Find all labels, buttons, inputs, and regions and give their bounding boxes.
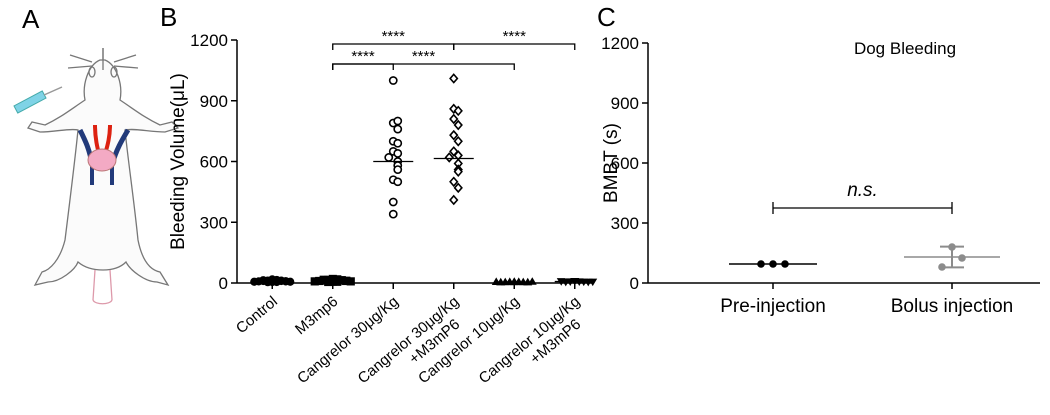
x-tick-label: Bolus injection xyxy=(891,296,1014,317)
y-tick-label: 0 xyxy=(219,274,228,293)
panel-label: A xyxy=(22,4,40,34)
heart-vessels xyxy=(77,124,131,185)
data-point xyxy=(453,135,463,147)
mouse-illustration xyxy=(26,48,180,305)
y-tick-label: 900 xyxy=(200,92,228,111)
data-point xyxy=(781,260,789,268)
data-point xyxy=(388,209,398,219)
panel-label: B xyxy=(160,2,177,32)
y-tick-label: 1200 xyxy=(601,34,639,53)
y-tick-label: 300 xyxy=(200,213,228,232)
y-axis-label: Bleeding Volume(μL) xyxy=(168,73,189,250)
chart-title: Dog Bleeding xyxy=(854,39,956,58)
y-tick-label: 1200 xyxy=(190,31,228,50)
data-point xyxy=(757,260,765,268)
significance-bracket xyxy=(772,202,953,214)
y-tick-label: 600 xyxy=(200,153,228,172)
data-point xyxy=(449,73,459,84)
data-point xyxy=(393,148,403,158)
data-point xyxy=(393,124,403,134)
x-tick-label: M3mp6 xyxy=(292,293,341,338)
significance-label: **** xyxy=(382,28,406,45)
y-tick-label: 900 xyxy=(611,94,639,113)
data-point xyxy=(958,254,966,262)
data-point xyxy=(393,116,403,126)
data-point xyxy=(453,166,463,177)
significance-label: **** xyxy=(503,28,527,45)
significance-bracket xyxy=(332,63,515,70)
data-point xyxy=(393,138,403,148)
data-point xyxy=(449,113,459,125)
y-tick-label: 0 xyxy=(630,274,639,293)
label-line: M3mp6 xyxy=(292,293,341,338)
data-point xyxy=(449,129,459,141)
x-tick-label: Control xyxy=(233,293,281,337)
x-tick-label: Cangrelor 30μg/Kg xyxy=(294,293,402,387)
data-point xyxy=(393,177,403,187)
panel-label: C xyxy=(597,2,616,32)
data-point xyxy=(453,119,463,131)
syringe xyxy=(13,86,63,114)
data-point xyxy=(453,105,463,117)
data-point xyxy=(384,153,394,162)
data-point xyxy=(388,197,398,207)
y-axis-label: BMBT (s) xyxy=(601,123,622,203)
data-point xyxy=(388,76,398,85)
data-point xyxy=(449,194,459,206)
x-tick-label: Pre-injection xyxy=(720,296,826,317)
y-tick-label: 600 xyxy=(611,154,639,173)
data-point xyxy=(319,275,328,284)
data-point xyxy=(393,165,403,174)
data-point xyxy=(769,260,777,268)
data-point xyxy=(444,152,454,163)
significance-bracket xyxy=(453,43,576,50)
data-point xyxy=(938,263,946,271)
significance-label: **** xyxy=(351,48,375,65)
significance-label: n.s. xyxy=(847,180,878,201)
data-point xyxy=(948,243,956,251)
label-line: Cangrelor 30μg/Kg xyxy=(294,293,402,387)
data-point xyxy=(259,276,268,285)
data-point xyxy=(453,182,463,194)
y-tick-label: 300 xyxy=(611,214,639,233)
significance-label: **** xyxy=(412,48,436,65)
data-point xyxy=(449,176,459,188)
data-point xyxy=(491,277,501,286)
label-line: Control xyxy=(233,293,281,337)
